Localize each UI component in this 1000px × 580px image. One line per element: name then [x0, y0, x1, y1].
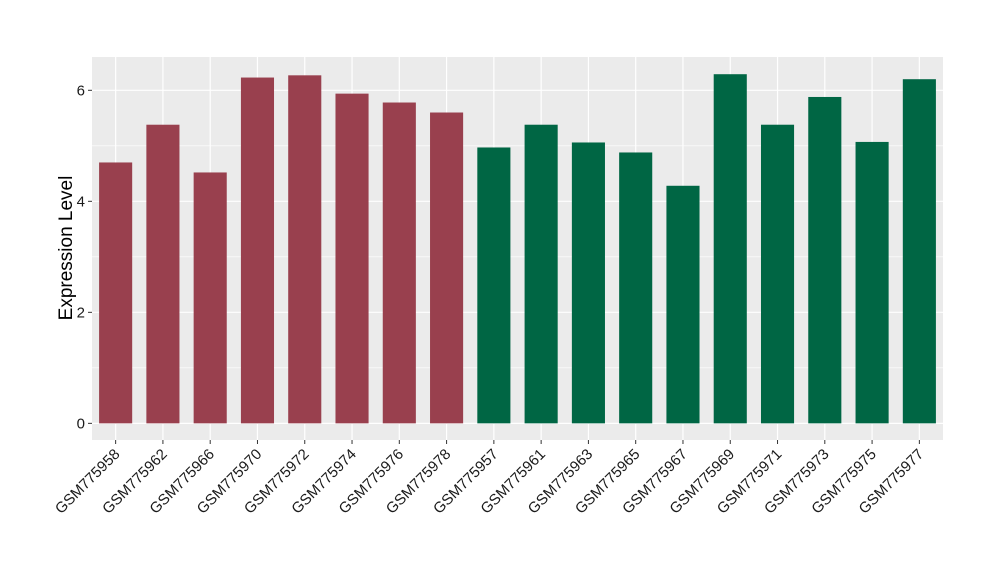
bar-GSM775962 — [146, 124, 180, 424]
y-tick-label: 0 — [77, 415, 85, 432]
bar-GSM775970 — [240, 77, 275, 424]
x-axis: GSM775958GSM775962GSM775966GSM775970GSM7… — [52, 440, 927, 517]
y-axis: 0 2 4 6 — [77, 82, 92, 432]
bar-GSM775969 — [713, 74, 747, 424]
bar-GSM775967 — [666, 185, 700, 424]
bar-GSM775977 — [902, 79, 936, 424]
bar-GSM775958 — [99, 162, 133, 424]
bar-GSM775971 — [760, 124, 795, 424]
bar-GSM775975 — [855, 141, 889, 424]
bar-GSM775973 — [808, 96, 842, 424]
bars — [99, 74, 936, 424]
bar-GSM775966 — [193, 172, 227, 424]
bar-GSM775957 — [477, 147, 511, 424]
bar-GSM775963 — [571, 142, 605, 424]
bar-GSM775978 — [430, 112, 464, 424]
plot-panel — [92, 57, 943, 440]
y-tick-label: 2 — [77, 304, 85, 321]
bar-GSM775961 — [524, 124, 558, 424]
bar-GSM775976 — [382, 102, 416, 424]
bar-GSM775965 — [619, 152, 653, 424]
bar-GSM775972 — [288, 75, 322, 424]
y-axis-title: Expression Level — [56, 176, 77, 321]
y-tick-label: 6 — [77, 82, 85, 99]
y-tick-label: 4 — [77, 193, 85, 210]
bar-GSM775974 — [335, 93, 369, 424]
